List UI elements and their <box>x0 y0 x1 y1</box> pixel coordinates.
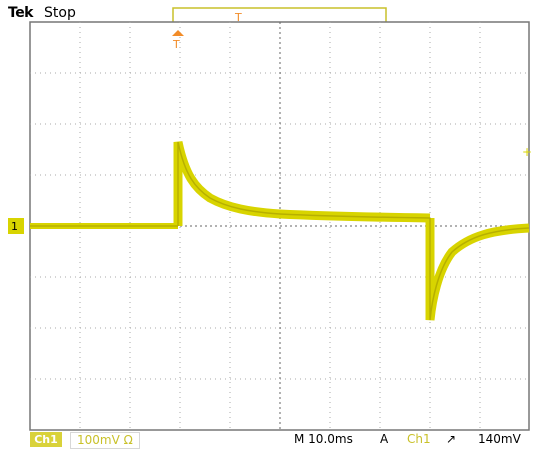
trace-plus-marker: + <box>522 145 532 159</box>
trigger-source-readout: Ch1 <box>407 432 431 446</box>
trigger-slope-icon: ↗ <box>446 432 457 446</box>
svg-text:1: 1 <box>11 220 18 233</box>
center-axis-ticks <box>30 22 529 430</box>
trigger-level-readout: 140mV <box>478 432 521 446</box>
ch1-badge: Ch1 <box>30 432 62 447</box>
timebase-readout: M 10.0ms <box>294 432 353 446</box>
trigger-position-ruler-marker: T <box>234 11 242 24</box>
trigger-position-marker: T <box>172 30 184 51</box>
svg-text:T: T <box>172 38 180 51</box>
channel-ground-marker: 1 <box>8 218 24 234</box>
ch1-scale-readout: 100mV Ω <box>70 432 140 449</box>
ch1-trace <box>30 141 530 321</box>
brand-label: Tek <box>8 5 34 21</box>
trigger-mode-readout: A <box>380 432 389 446</box>
acquisition-status: Stop <box>44 5 76 21</box>
